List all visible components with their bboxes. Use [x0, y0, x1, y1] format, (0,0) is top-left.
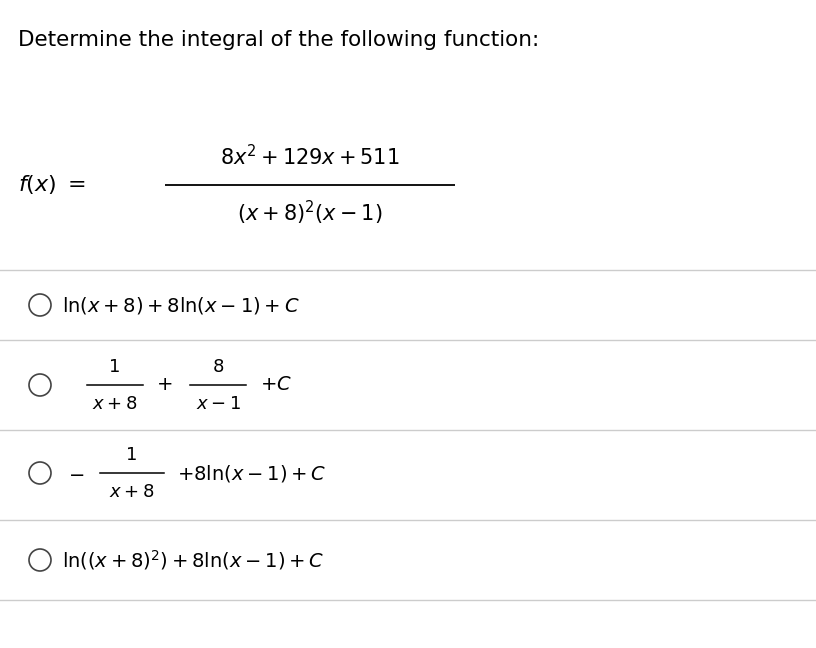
Text: Determine the integral of the following function:: Determine the integral of the following …: [18, 30, 539, 50]
Text: $+ C$: $+ C$: [260, 375, 292, 395]
Text: $f(x)\ =$: $f(x)\ =$: [18, 174, 86, 196]
Text: $(x + 8)^2(x - 1)$: $(x + 8)^2(x - 1)$: [237, 199, 383, 227]
Text: $x + 8$: $x + 8$: [92, 395, 138, 413]
Text: $x - 1$: $x - 1$: [196, 395, 241, 413]
Text: $\ln(x + 8) + 8\ln(x - 1) + C$: $\ln(x + 8) + 8\ln(x - 1) + C$: [62, 294, 299, 316]
Text: $x + 8$: $x + 8$: [109, 483, 155, 501]
Text: 1: 1: [109, 358, 121, 376]
Text: +: +: [157, 375, 173, 395]
Text: $+ 8\ln(x - 1) + C$: $+ 8\ln(x - 1) + C$: [177, 463, 326, 483]
Text: 8: 8: [212, 358, 224, 376]
Text: $-$: $-$: [68, 463, 84, 483]
Text: 1: 1: [126, 446, 138, 464]
Text: $\ln((x + 8)^2) + 8\ln(x - 1) + C$: $\ln((x + 8)^2) + 8\ln(x - 1) + C$: [62, 548, 324, 572]
Text: $8x^2 + 129x + 511$: $8x^2 + 129x + 511$: [220, 145, 400, 170]
